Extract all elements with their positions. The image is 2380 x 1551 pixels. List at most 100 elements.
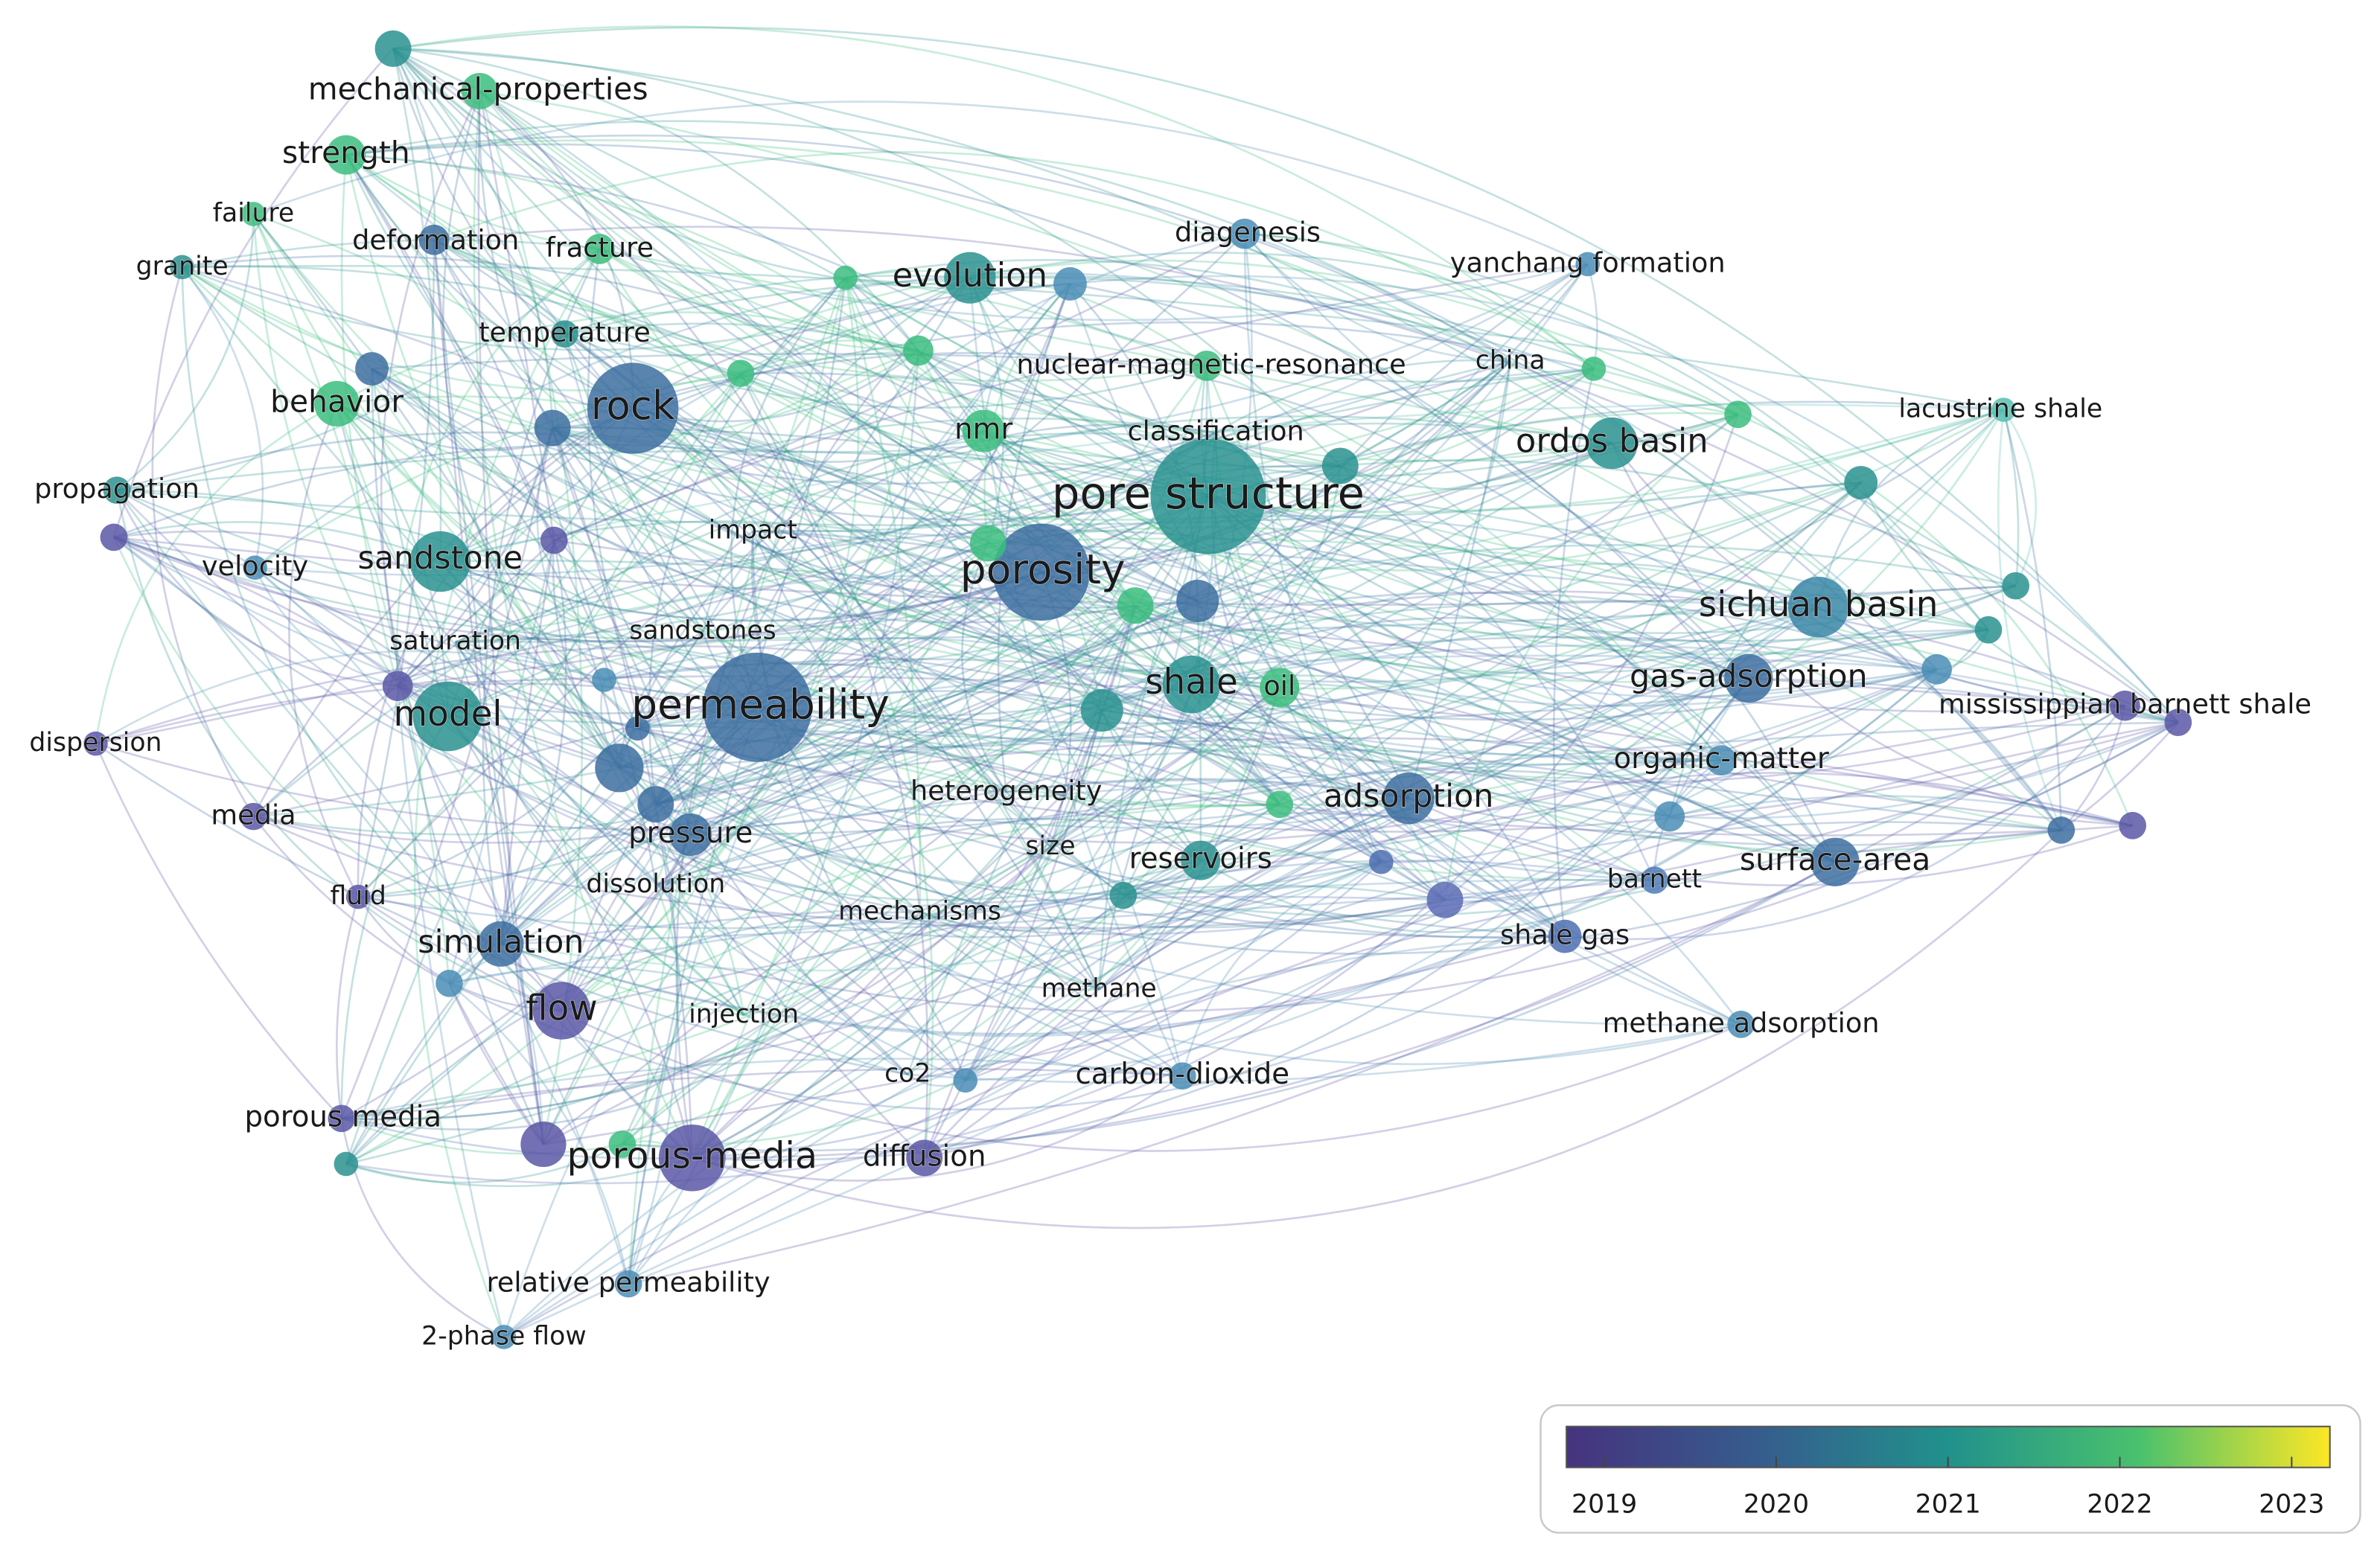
link: [345, 630, 704, 1165]
link: [561, 571, 1042, 1011]
link: [983, 283, 1071, 544]
link: [433, 151, 1595, 370]
link: [919, 686, 1280, 913]
link: [917, 349, 1749, 679]
link: [1997, 409, 2063, 831]
node: [614, 1270, 642, 1298]
node: [2110, 690, 2140, 721]
node-label: velocity: [202, 550, 308, 582]
node: [170, 255, 194, 280]
node: [1117, 587, 1154, 624]
node: [1168, 1062, 1196, 1090]
link: [1123, 361, 1512, 897]
link: [1244, 232, 1990, 631]
link: [478, 91, 704, 633]
link: [392, 48, 436, 240]
link: [1669, 629, 1989, 818]
node-label: barnett: [1607, 865, 1702, 895]
node-label: organic-matter: [1613, 742, 1828, 776]
legend-tick-label: 2020: [1743, 1490, 1809, 1520]
node-label: surface-area: [1740, 842, 1930, 877]
link: [692, 829, 2062, 1229]
link: [392, 48, 554, 429]
link: [448, 360, 1510, 985]
link: [345, 154, 657, 805]
link: [1817, 409, 2004, 607]
link: [692, 1075, 1184, 1182]
node: [833, 265, 858, 290]
link: [1339, 360, 1511, 467]
node: [382, 671, 413, 702]
link: [112, 48, 395, 538]
link: [500, 668, 1938, 1037]
link: [371, 368, 1209, 521]
node: [992, 523, 1090, 621]
node: [1080, 688, 1123, 732]
link: [345, 154, 634, 409]
link: [116, 214, 255, 491]
node-label: methane: [1041, 973, 1157, 1003]
node: [1266, 790, 1294, 819]
link: [182, 239, 600, 269]
legend-tick-label: 2022: [2087, 1490, 2152, 1520]
link: [552, 427, 1124, 897]
node: [658, 1124, 726, 1192]
link: [1123, 409, 2005, 897]
link: [478, 91, 555, 541]
link: [1207, 495, 1836, 863]
link: [392, 48, 1209, 497]
link: [655, 860, 1382, 938]
link: [1408, 797, 2061, 847]
link: [357, 373, 742, 898]
link: [448, 982, 630, 1285]
node: [314, 380, 360, 427]
link: [439, 560, 1100, 991]
node: [1810, 837, 1860, 886]
link: [561, 278, 860, 1012]
link: [433, 239, 1819, 608]
node-label: fluid: [330, 881, 386, 911]
legend-tick-label: 2021: [1915, 1490, 1981, 1520]
link: [654, 277, 846, 886]
link: [253, 368, 1595, 818]
link: [1098, 482, 1862, 991]
link: [503, 860, 1382, 1338]
link: [627, 706, 759, 1285]
link: [254, 567, 398, 687]
link: [619, 606, 1819, 770]
node-label: reservoirs: [1129, 842, 1272, 876]
node: [906, 1139, 943, 1177]
link: [397, 283, 1071, 687]
link: [740, 372, 2004, 572]
link: [500, 895, 1446, 945]
link: [1135, 584, 2017, 675]
link: [341, 1058, 1183, 1120]
link: [701, 423, 1216, 633]
link: [182, 266, 1738, 521]
node-label: porosity: [960, 546, 1126, 593]
node: [1321, 447, 1359, 485]
link: [252, 816, 450, 985]
link: [561, 704, 2125, 1012]
link: [621, 884, 680, 1145]
link: [455, 641, 604, 681]
link: [618, 767, 925, 1159]
link: [655, 721, 2178, 886]
link: [622, 860, 1202, 1147]
link: [1041, 571, 1937, 707]
node: [103, 476, 131, 505]
link: [1190, 465, 1341, 685]
link: [371, 368, 621, 769]
link: [1593, 368, 2134, 826]
link: [988, 542, 1819, 608]
link: [1243, 233, 1510, 362]
link: [969, 278, 1184, 1077]
link: [393, 48, 1341, 467]
node-label: pressure: [628, 816, 753, 850]
node: [243, 555, 267, 580]
link: [655, 803, 1566, 938]
link: [907, 1023, 1741, 1084]
node: [944, 252, 996, 304]
link: [433, 239, 1207, 383]
link: [447, 715, 744, 1017]
